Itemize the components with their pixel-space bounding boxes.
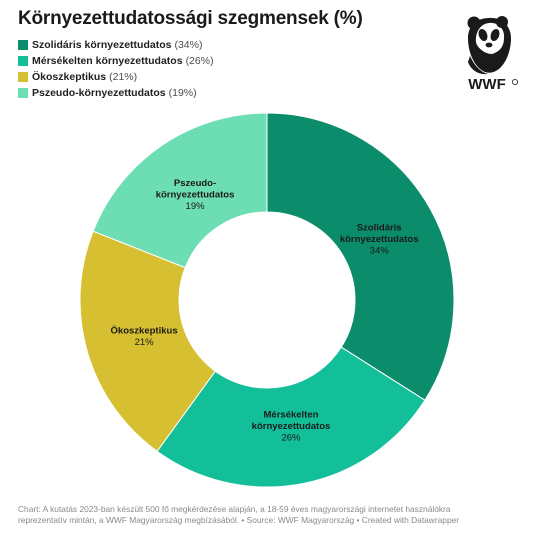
- slice-value-label: 21%: [135, 337, 155, 348]
- legend-swatch: [18, 56, 28, 66]
- legend-swatch: [18, 88, 28, 98]
- slice-label-okoszkeptikus: Ökoszkeptikus 21%: [111, 325, 178, 348]
- legend-label: Mérsékelten környezettudatos: [32, 55, 183, 67]
- legend-item-pszeudo: Pszeudo-környezettudatos (19%): [18, 86, 214, 100]
- legend-swatch: [18, 72, 28, 82]
- donut-slice-labels: Szolidáris környezettudatos 34%Mérsékelten…: [111, 178, 419, 444]
- chart-legend: Szolidáris környezettudatos (34%) Mérsék…: [18, 38, 214, 100]
- legend-item-okoszkeptikus: Ökoszkeptikus (21%): [18, 70, 214, 84]
- legend-percent: (19%): [168, 87, 197, 99]
- slice-value-label: 19%: [186, 201, 206, 212]
- slice-name-label: Ökoszkeptikus: [111, 325, 178, 336]
- donut-slices: [79, 112, 455, 488]
- chart-footer: Chart: A kutatás 2023-ban készült 500 fő…: [18, 504, 523, 526]
- slice-merskelten: [156, 346, 426, 488]
- slice-name-label: környezettudatos: [156, 190, 235, 201]
- chart-title: Környezettudatossági szegmensek (%): [18, 8, 363, 29]
- legend-item-merskelten: Mérsékelten környezettudatos (26%): [18, 54, 214, 68]
- slice-pszeudo: [92, 112, 268, 269]
- slice-name-label: Mérsékelten: [264, 410, 319, 421]
- slice-label-merskelten: Mérsékelten környezettudatos 26%: [252, 410, 331, 444]
- panda-icon: [467, 16, 511, 75]
- legend-percent: (21%): [109, 71, 138, 83]
- legend-label: Szolidáris környezettudatos: [32, 39, 172, 51]
- footer-source: reprezentatív mintán, a WWF Magyarország…: [18, 515, 460, 525]
- slice-name-label: környezettudatos: [340, 234, 419, 245]
- slice-szolidaris: [266, 112, 455, 401]
- wwf-logo-text: WWF: [468, 76, 505, 93]
- footer-note: Chart: A kutatás 2023-ban készült 500 fő…: [18, 504, 451, 514]
- legend-item-szolidaris: Szolidáris környezettudatos (34%): [18, 38, 214, 52]
- slice-name-label: környezettudatos: [252, 421, 331, 432]
- legend-label: Pszeudo-környezettudatos: [32, 87, 166, 99]
- legend-swatch: [18, 40, 28, 50]
- wwf-logo: WWF: [467, 16, 519, 93]
- slice-value-label: 26%: [281, 433, 301, 444]
- slice-label-pszeudo: Pszeudo-környezettudatos 19%: [156, 178, 235, 212]
- legend-percent: (34%): [174, 39, 203, 51]
- slice-okoszkeptikus: [79, 230, 216, 452]
- slice-name-label: Pszeudo-: [174, 178, 216, 189]
- legend-percent: (26%): [185, 55, 214, 67]
- registered-mark: [512, 79, 519, 86]
- slice-label-szolidaris: Szolidáris környezettudatos 34%: [340, 222, 419, 256]
- slice-value-label: 34%: [370, 245, 390, 256]
- slice-name-label: Szolidáris: [357, 222, 402, 233]
- legend-label: Ökoszkeptikus: [32, 71, 107, 83]
